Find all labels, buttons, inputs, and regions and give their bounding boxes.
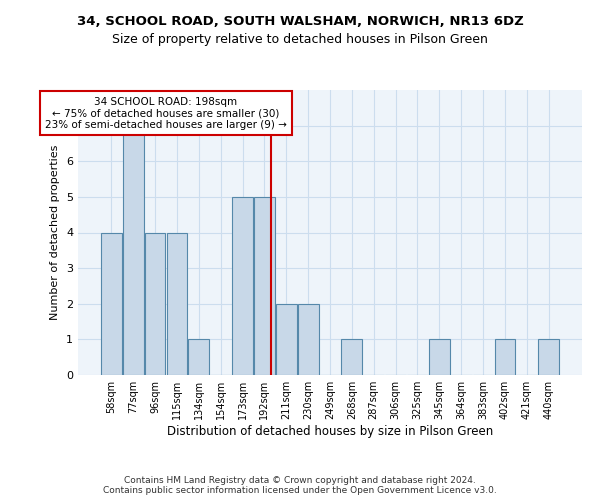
Bar [145,232,166,375]
Bar [232,197,253,375]
Y-axis label: Number of detached properties: Number of detached properties [50,145,61,320]
Bar [123,126,143,375]
Text: 34, SCHOOL ROAD, SOUTH WALSHAM, NORWICH, NR13 6DZ: 34, SCHOOL ROAD, SOUTH WALSHAM, NORWICH,… [77,15,523,28]
Bar [538,340,559,375]
Text: Size of property relative to detached houses in Pilson Green: Size of property relative to detached ho… [112,32,488,46]
Bar [298,304,319,375]
Bar [494,340,515,375]
Bar [276,304,296,375]
Bar [101,232,122,375]
Bar [254,197,275,375]
Bar [341,340,362,375]
Bar [167,232,187,375]
Text: Contains HM Land Registry data © Crown copyright and database right 2024.
Contai: Contains HM Land Registry data © Crown c… [103,476,497,495]
Bar [188,340,209,375]
Text: 34 SCHOOL ROAD: 198sqm
← 75% of detached houses are smaller (30)
23% of semi-det: 34 SCHOOL ROAD: 198sqm ← 75% of detached… [45,96,287,130]
Bar [429,340,450,375]
X-axis label: Distribution of detached houses by size in Pilson Green: Distribution of detached houses by size … [167,425,493,438]
